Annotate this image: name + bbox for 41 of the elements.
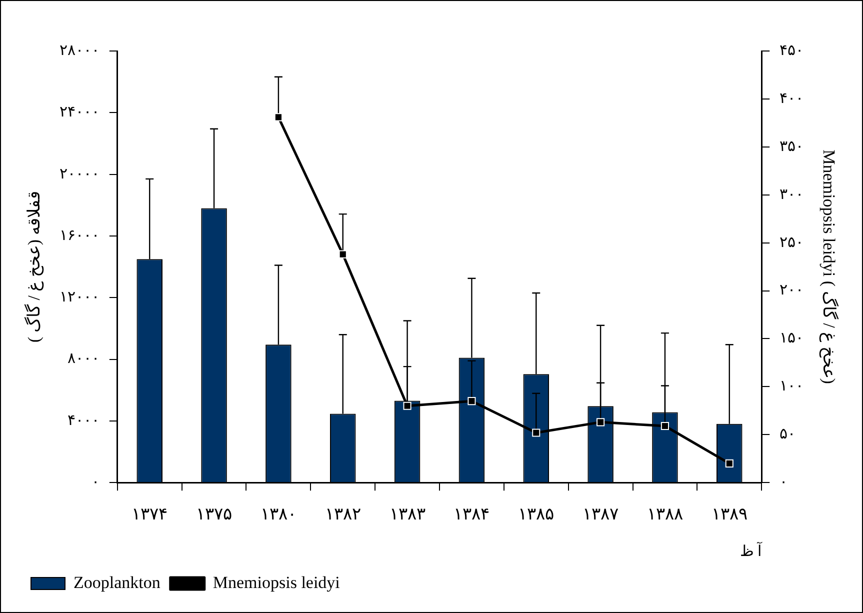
y2-tick-label: ۱۰۰ (780, 378, 804, 395)
x-tick-label: ۱۳۷۵ (196, 504, 232, 524)
x-tick-label: ۱۳۸۲ (324, 504, 361, 524)
x-tick-label: ۱۳۸۵ (518, 504, 554, 524)
y-tick-label: ۲۸۰۰۰ (59, 42, 100, 59)
x-tick-label: ۱۳۸۹ (711, 504, 748, 524)
y-tick-label: ۱۶۰۰۰ (59, 228, 100, 244)
y2-axis-title: Mnemiopsis leidyi ( عخخ غ / گاگ) (818, 150, 840, 384)
legend-label: Mnemiopsis leidyi (212, 572, 340, 592)
x-tick-label: ۱۳۸۴ (454, 504, 490, 524)
x-tick-label: ۱۳۸۳ (389, 504, 426, 524)
y2-tick-label: ۱۵۰ (780, 330, 804, 347)
x-axis-title: آ ظ (740, 542, 763, 560)
point (274, 113, 282, 122)
y-axis-title: ( عخخ غ / گاگ) قفلاقه (24, 191, 45, 342)
y-tick-label: ۲۰۰۰۰ (59, 166, 100, 182)
point (725, 459, 734, 468)
y2-tick-label: ۰ (780, 474, 788, 491)
point (403, 402, 412, 410)
point (532, 428, 540, 437)
legend-label: Zooplankton (74, 572, 161, 592)
y2-tick-label: ۴۰۰ (780, 90, 804, 107)
point (468, 397, 476, 406)
y-tick-label: ۲۴۰۰۰ (59, 104, 100, 121)
y2-tick-label: ۲۵۰ (780, 234, 804, 251)
y-tick-label: ۱۲۰۰۰ (59, 290, 100, 306)
x-tick-label: ۱۳۸۷ (582, 504, 619, 524)
x-tick-label: ۱۳۸۸ (646, 504, 683, 524)
point (338, 250, 347, 258)
x-tick-label: ۱۳۸۰ (260, 504, 296, 524)
y2-tick-label: ۲۰۰ (780, 282, 804, 299)
y2-tick-label: ۴۵۰ (780, 42, 804, 59)
y-tick-label: ۴۰۰۰ (67, 412, 100, 429)
point (660, 422, 670, 430)
y-tick-label: ۸۰۰۰ (67, 351, 100, 368)
y2-tick-label: ۳۰۰ (780, 186, 804, 203)
y2-tick-label: ۳۵۰ (780, 138, 804, 155)
y2-tick-label: ۵۰ (780, 426, 796, 443)
x-tick-label: ۱۳۷۴ (132, 504, 168, 524)
point (596, 418, 605, 426)
y-tick-label: ۰ (91, 474, 100, 491)
